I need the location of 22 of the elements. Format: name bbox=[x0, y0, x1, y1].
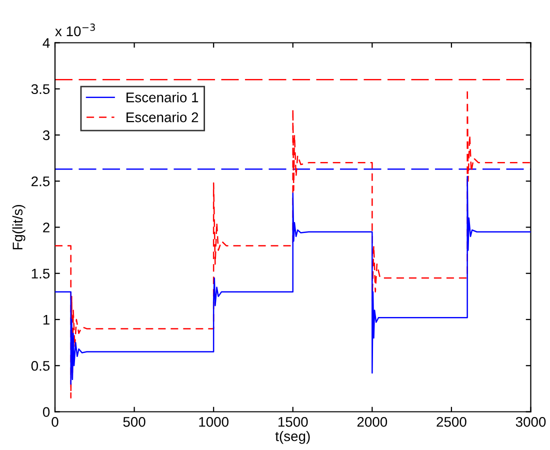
x-tick-label: 0 bbox=[52, 416, 58, 427]
y-tick-label: 3 bbox=[42, 130, 50, 140]
legend-label: Escenario 1 bbox=[126, 92, 198, 102]
x-tick-label: 1000 bbox=[199, 416, 228, 427]
y-tick-label: 3.5 bbox=[31, 84, 50, 94]
y-tick-label: 2 bbox=[43, 222, 50, 232]
x-tick-label: 2000 bbox=[357, 416, 388, 427]
x-tick-label: 3000 bbox=[516, 416, 546, 427]
x-tick-label: 500 bbox=[123, 416, 146, 427]
line-series bbox=[55, 176, 531, 385]
y-tick-label: 0 bbox=[42, 407, 50, 417]
y-tick-label: 4 bbox=[42, 38, 50, 48]
x-tick-label: 1500 bbox=[278, 416, 308, 427]
y-tick-label: 1.5 bbox=[32, 268, 50, 279]
text: x 10$^{−3}$ bbox=[55, 24, 95, 36]
y-tick-label: 2.5 bbox=[32, 176, 50, 186]
legend-label: Escenario 2 bbox=[126, 112, 198, 122]
y-tick-label: 0.5 bbox=[31, 360, 50, 371]
x-tick-label: 2500 bbox=[436, 416, 466, 427]
x-axis-title: t(seg) bbox=[275, 430, 310, 444]
y-axis-title: Fg(lit/s) bbox=[12, 204, 26, 250]
y-tick-label: 1 bbox=[43, 314, 50, 325]
